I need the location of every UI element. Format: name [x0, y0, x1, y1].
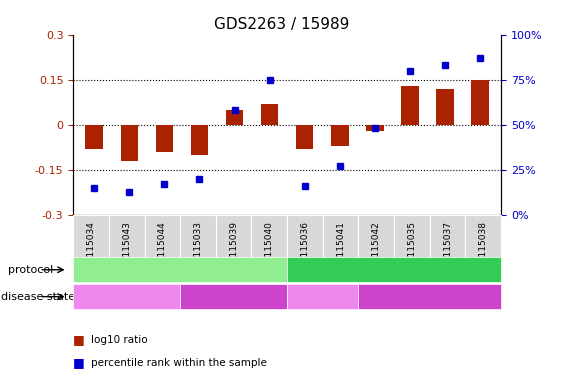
- Text: living: living: [113, 291, 141, 302]
- Bar: [155, 125, 173, 152]
- Text: brain dead: brain dead: [401, 291, 458, 302]
- Text: before transplantation: before transplantation: [122, 265, 239, 275]
- Text: log10 ratio: log10 ratio: [91, 335, 148, 345]
- Text: ■: ■: [73, 333, 85, 346]
- Text: after transplantation: after transplantation: [340, 265, 448, 275]
- Text: GSM115041: GSM115041: [336, 221, 345, 276]
- Bar: [331, 125, 348, 146]
- Bar: [436, 89, 454, 125]
- Text: GSM115037: GSM115037: [443, 221, 452, 276]
- Bar: [191, 125, 208, 155]
- Text: GSM115044: GSM115044: [158, 221, 167, 276]
- Bar: [366, 125, 383, 131]
- Text: GSM115040: GSM115040: [265, 221, 274, 276]
- Bar: [120, 125, 138, 161]
- Text: GSM115039: GSM115039: [229, 221, 238, 276]
- Text: GSM115042: GSM115042: [372, 221, 381, 276]
- Bar: [471, 80, 489, 125]
- Text: protocol: protocol: [8, 265, 53, 275]
- Text: GSM115035: GSM115035: [408, 221, 417, 276]
- Text: brain dead: brain dead: [205, 291, 262, 302]
- Text: living: living: [309, 291, 337, 302]
- Text: GSM115033: GSM115033: [194, 221, 203, 276]
- Bar: [296, 125, 314, 149]
- Text: percentile rank within the sample: percentile rank within the sample: [91, 358, 267, 368]
- Text: GSM115043: GSM115043: [122, 221, 131, 276]
- Text: GSM115034: GSM115034: [87, 221, 96, 276]
- Bar: [226, 110, 243, 125]
- Text: GDS2263 / 15989: GDS2263 / 15989: [214, 17, 349, 32]
- Bar: [261, 104, 278, 125]
- Text: ■: ■: [73, 356, 85, 369]
- Bar: [86, 125, 103, 149]
- Text: disease state: disease state: [1, 291, 75, 302]
- Text: GSM115038: GSM115038: [479, 221, 488, 276]
- Text: GSM115036: GSM115036: [301, 221, 310, 276]
- Bar: [401, 86, 419, 125]
